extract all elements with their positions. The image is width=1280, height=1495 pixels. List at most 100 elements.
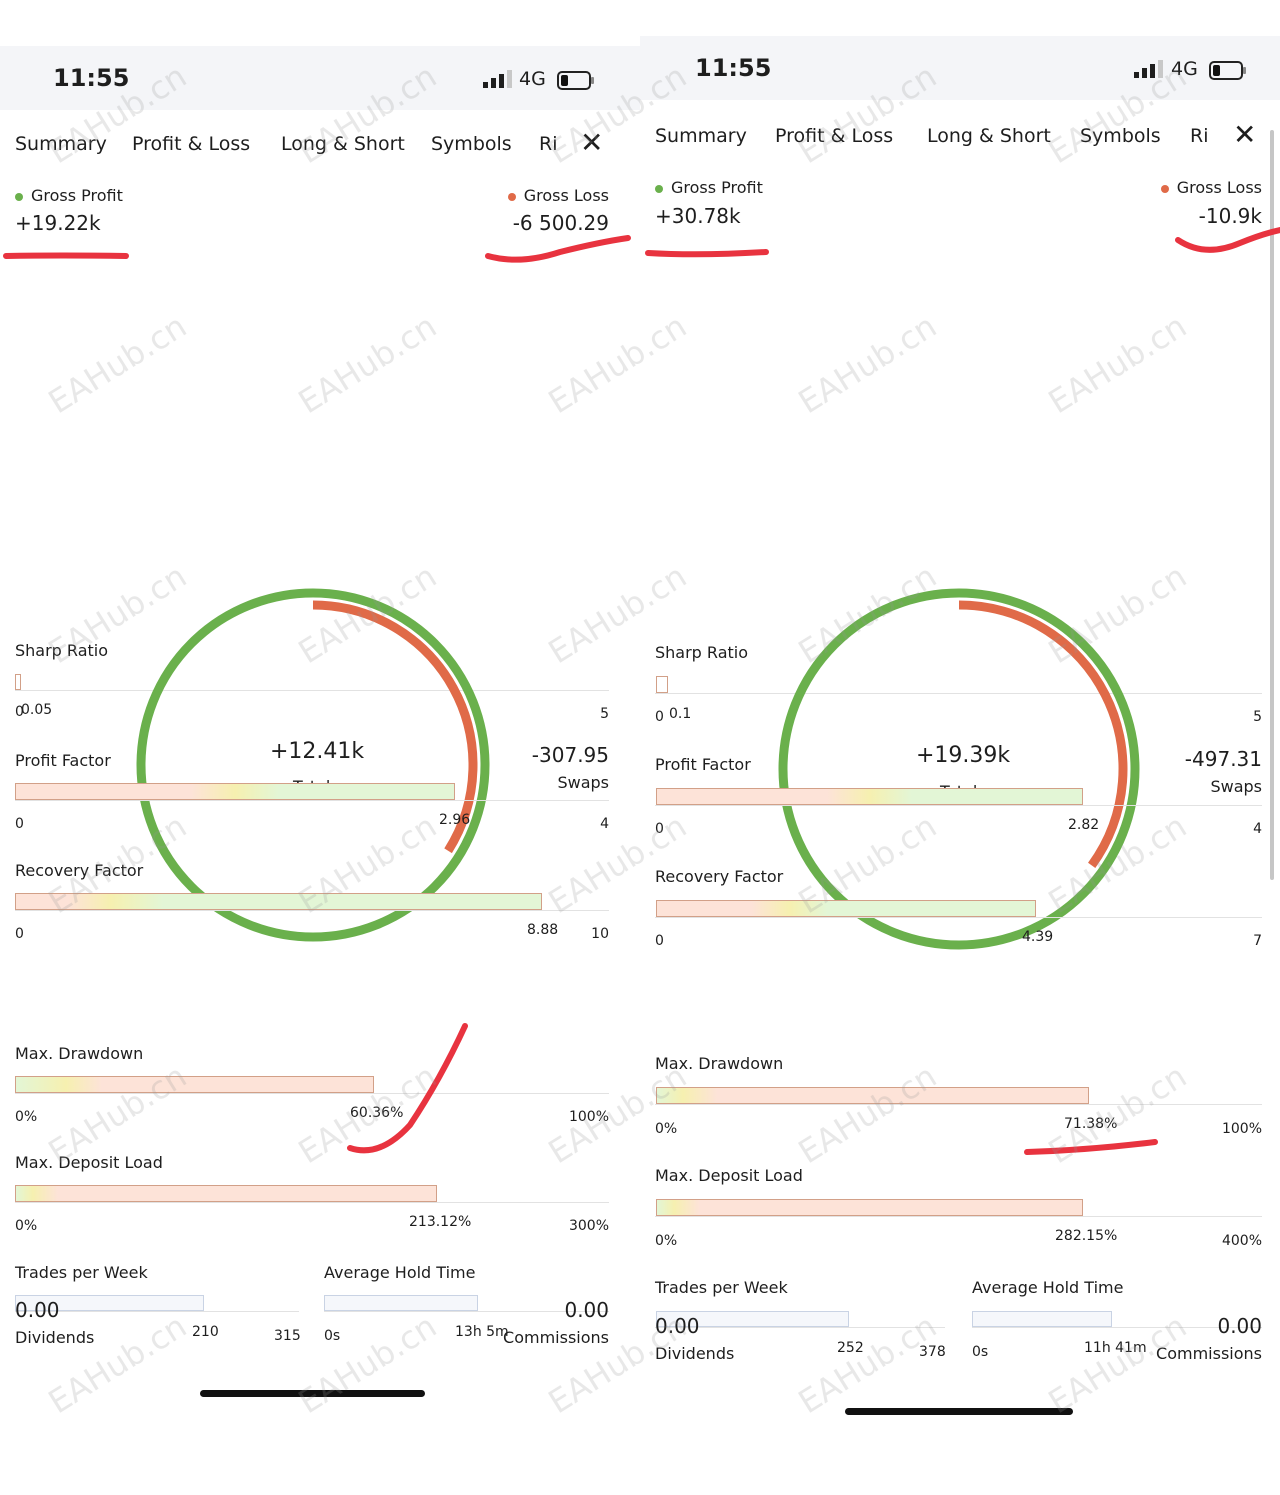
gross-loss-value: -6 500.29 [512,211,609,235]
tab-profit-loss[interactable]: Profit & Loss [775,125,894,147]
tab-profit-loss[interactable]: Profit & Loss [132,133,251,155]
axis-line [655,693,1262,694]
max-deposit-load-max: 400% [1221,1233,1262,1249]
avg-hold-time-bar [972,1311,1112,1327]
trades-per-week-label: Trades per Week [655,1278,788,1297]
sharp-ratio-max: 5 [1253,709,1262,725]
trades-per-week-label: Trades per Week [15,1263,148,1282]
gross-profit-label: Gross Profit [31,186,123,205]
network-label: 4G [519,68,546,90]
dividends-value: 0.00 [655,1314,700,1338]
battery-icon [557,71,594,90]
tab-symbols[interactable]: Symbols [1080,125,1161,147]
swaps-label: Swaps [1210,777,1262,796]
profit-factor-label: Profit Factor [655,755,751,774]
dividends-value: 0.00 [15,1298,60,1322]
axis-line [15,910,609,911]
close-icon[interactable]: ✕ [1233,118,1257,151]
axis-line [655,1216,1262,1217]
max-drawdown-value: 60.36% [350,1105,404,1121]
recovery-factor-value: 4.39 [1022,929,1054,945]
dividends-label: Dividends [655,1344,735,1363]
recovery-factor-min: 0 [15,926,24,942]
home-indicator[interactable] [200,1390,425,1397]
gross-loss-label: Gross Loss [1176,178,1262,197]
recovery-factor-value: 8.88 [527,922,559,938]
scrollbar[interactable] [1270,130,1274,880]
axis-line [15,1311,299,1312]
loss-arc [958,600,1128,869]
max-deposit-load-max: 300% [568,1218,609,1234]
tab-risks[interactable]: Ri [539,133,558,155]
loss-arc [312,600,478,854]
max-drawdown-min: 0% [15,1109,38,1125]
gross-loss-label: Gross Loss [523,186,609,205]
profit-factor-bar [656,788,1084,805]
max-deposit-load-min: 0% [655,1233,678,1249]
trades-per-week-bar [656,1311,850,1327]
max-deposit-load-label: Max. Deposit Load [655,1166,803,1185]
profit-factor-min: 0 [655,821,664,837]
gross-loss-value: -10.9k [1198,204,1262,228]
signal-icon [1134,60,1163,78]
recovery-factor-min: 0 [655,933,664,949]
profit-factor-value: 2.96 [439,812,471,828]
profit-factor-label: Profit Factor [15,751,111,770]
max-drawdown-bar [15,1076,374,1093]
trades-per-week-bar [15,1295,205,1311]
max-drawdown-max: 100% [1221,1121,1262,1137]
tab-long-short[interactable]: Long & Short [927,125,1051,147]
screen-left: 11:55 4G Summary Profit & Loss Long & Sh… [0,46,640,1397]
recovery-factor-bar [656,900,1037,917]
sharp-ratio-min: 0 [655,709,664,725]
axis-line [972,1327,1262,1328]
profit-factor-bar [15,783,455,800]
avg-hold-time-value: 13h 5m [455,1324,509,1340]
sharp-ratio-label: Sharp Ratio [15,641,108,660]
trades-per-week-max: 378 [919,1344,946,1360]
trades-per-week-value: 252 [837,1340,864,1356]
total-ring-chart [778,588,1140,950]
screen-right: 11:55 4G Summary Profit & Loss Long & Sh… [640,0,1280,1495]
tab-symbols[interactable]: Symbols [431,133,512,155]
max-deposit-load-min: 0% [15,1218,38,1234]
status-time: 11:55 [695,54,772,82]
tab-summary[interactable]: Summary [15,133,107,155]
tab-risks[interactable]: Ri [1190,125,1209,147]
axis-line [655,1327,945,1328]
close-icon[interactable]: ✕ [580,126,604,159]
home-indicator[interactable] [845,1408,1073,1415]
max-deposit-load-bar [15,1185,437,1202]
sharp-ratio-value: 0.05 [21,702,53,718]
status-bar: 11:55 4G [640,36,1280,100]
max-drawdown-label: Max. Drawdown [655,1054,784,1073]
commissions-label: Commissions [503,1328,609,1347]
axis-line [324,1311,609,1312]
tab-summary[interactable]: Summary [655,125,747,147]
loss-dot-icon [507,192,516,201]
gross-profit-value: +19.22k [15,211,101,235]
trades-per-week-max: 315 [274,1328,301,1344]
profit-dot-icon [15,192,23,201]
axis-line [15,1093,609,1094]
sharp-ratio-max: 5 [600,706,609,722]
axis-line [15,800,609,801]
max-deposit-load-label: Max. Deposit Load [15,1153,163,1172]
axis-line [655,1104,1262,1105]
dividends-label: Dividends [15,1328,95,1347]
sharp-ratio-min: 0 [15,704,24,720]
swaps-label: Swaps [557,773,609,792]
total-value: +19.39k [916,743,1011,768]
gross-loss-legend: Gross Loss [1160,178,1262,197]
recovery-factor-max: 7 [1253,933,1262,949]
profit-factor-min: 0 [15,816,24,832]
gross-loss-legend: Gross Loss [507,186,609,205]
axis-line [655,805,1262,806]
max-drawdown-value: 71.38% [1064,1116,1118,1132]
tab-long-short[interactable]: Long & Short [281,133,405,155]
sharp-ratio-bar [15,674,21,690]
max-deposit-load-value: 282.15% [1055,1228,1118,1244]
ring-outer-circle [136,588,490,942]
max-deposit-load-value: 213.12% [409,1214,472,1230]
commissions-value: 0.00 [1217,1314,1262,1338]
